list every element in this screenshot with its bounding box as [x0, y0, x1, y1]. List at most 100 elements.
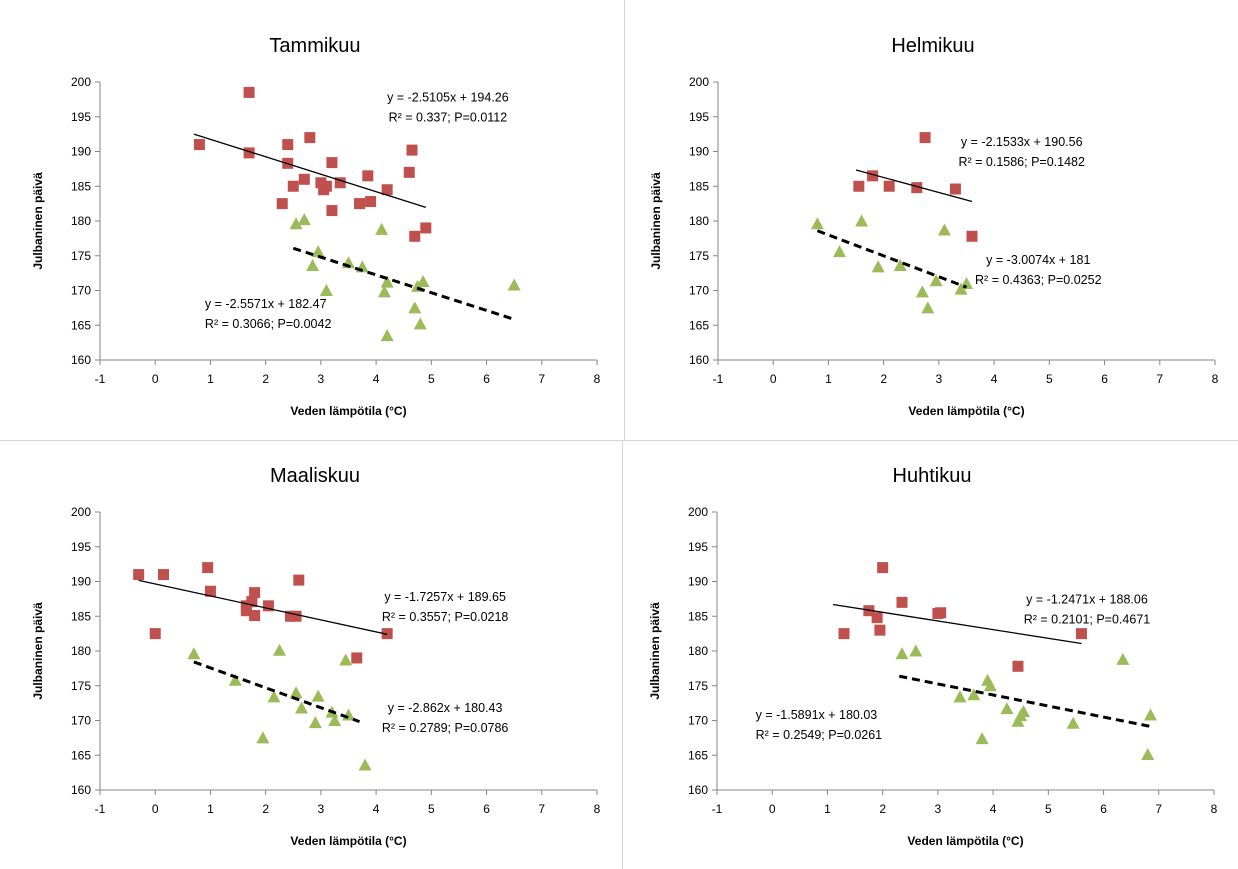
trendline-solid	[193, 133, 427, 209]
x-tick-label: 2	[262, 802, 269, 816]
data-point-triangle	[975, 732, 989, 745]
data-point-square	[133, 569, 145, 581]
data-point-triangle	[1000, 702, 1014, 715]
data-point-triangle	[953, 690, 967, 703]
regression-equation: y = -2.1533x + 190.56	[961, 135, 1083, 149]
trendline-solid	[832, 603, 1082, 645]
data-point-triangle	[413, 317, 427, 330]
data-point-square	[326, 157, 338, 169]
x-tick-label: 6	[483, 802, 490, 816]
y-tick-label: 170	[688, 714, 708, 728]
data-point-square	[276, 198, 288, 210]
data-point-triangle	[893, 258, 907, 271]
data-point-square	[919, 132, 931, 144]
chart-panel-huhtikuu: Huhtikuu 160 165 170 175 180 185 190 195 200 -1 0 1 2…	[617, 430, 1237, 869]
x-tick-label: 3	[935, 802, 942, 816]
data-point-square	[896, 596, 908, 608]
regression-equation: y = -3.0074x + 181	[986, 253, 1090, 267]
y-tick-label: 175	[71, 249, 91, 263]
y-tick-label: 190	[71, 575, 91, 589]
x-tick-label: 8	[1212, 372, 1219, 386]
data-point-triangle	[967, 688, 981, 701]
data-point-square	[290, 610, 302, 622]
y-tick-label: 170	[71, 284, 91, 298]
y-tick-label: 200	[71, 75, 91, 89]
data-point-triangle	[929, 274, 943, 287]
y-tick-label: 190	[688, 575, 708, 589]
x-tick-label: 0	[769, 802, 776, 816]
data-point-square	[204, 585, 216, 597]
y-tick-label: 185	[71, 179, 91, 193]
x-tick-label: 1	[824, 802, 831, 816]
data-point-triangle	[1116, 652, 1130, 665]
data-point-square	[315, 177, 327, 189]
y-tick-label: 190	[689, 145, 709, 159]
y-axis-label: Julbaninen päivä	[31, 172, 45, 270]
y-tick-label: 200	[71, 505, 91, 519]
y-tick-label: 180	[71, 644, 91, 658]
x-axis-label: Veden lämpötila (°C)	[907, 834, 1023, 848]
data-point-triangle	[416, 274, 430, 287]
data-point-square	[334, 177, 346, 189]
y-tick-label: 175	[71, 679, 91, 693]
x-tick-label: 0	[152, 372, 159, 386]
data-point-triangle	[1143, 708, 1157, 721]
data-point-triangle	[1141, 748, 1155, 761]
data-point-triangle	[311, 245, 325, 258]
data-point-square	[935, 607, 947, 619]
data-point-square	[304, 132, 316, 144]
x-tick-label: 3	[318, 802, 325, 816]
y-axis-label: Julbaninen päivä	[648, 602, 662, 700]
x-tick-label: 3	[936, 372, 943, 386]
x-tick-label: 0	[152, 802, 159, 816]
x-tick-label: -1	[95, 372, 106, 386]
x-axis-label: Veden lämpötila (°C)	[908, 404, 1024, 418]
scatter-chart-huhtikuu: Huhtikuu 160 165 170 175 180 185 190 195 200 -1 0 1 2…	[648, 465, 1218, 848]
data-point-triangle	[289, 217, 303, 230]
data-point-square	[298, 173, 310, 185]
data-point-square	[403, 166, 415, 178]
data-point-triangle	[272, 643, 286, 656]
regression-stats: R² = 0.3557; P=0.0218	[382, 610, 509, 624]
x-tick-label: 2	[262, 372, 269, 386]
regression-equation: y = -1.2471x + 188.06	[1026, 593, 1148, 607]
data-point-square	[262, 600, 274, 612]
y-tick-label: 200	[688, 505, 708, 519]
data-point-triangle	[895, 647, 909, 660]
x-tick-label: 7	[538, 372, 545, 386]
x-tick-label: 5	[1045, 802, 1052, 816]
x-tick-label: 8	[1211, 802, 1218, 816]
regression-stats: R² = 0.337; P=0.0112	[389, 110, 508, 124]
data-point-square	[409, 230, 421, 242]
y-tick-label: 185	[71, 609, 91, 623]
data-point-square	[293, 574, 305, 586]
y-tick-label: 185	[689, 179, 709, 193]
data-point-triangle	[1016, 704, 1030, 717]
y-tick-label: 165	[689, 318, 709, 332]
chart-title: Helmikuu	[891, 35, 974, 57]
data-point-triangle	[380, 275, 394, 288]
y-tick-label: 160	[71, 783, 91, 797]
data-point-square	[874, 624, 886, 636]
x-axis-label: Veden lämpötila (°C)	[290, 404, 406, 418]
data-point-square	[1012, 660, 1024, 672]
x-tick-label: -1	[713, 372, 724, 386]
y-tick-label: 200	[689, 75, 709, 89]
y-tick-label: 175	[689, 249, 709, 263]
data-point-triangle	[311, 689, 325, 702]
y-tick-label: 165	[71, 748, 91, 762]
y-tick-label: 170	[71, 714, 91, 728]
data-point-triangle	[358, 758, 372, 771]
regression-stats: R² = 0.3066; P=0.0042	[205, 317, 332, 331]
scatter-chart-helmikuu: Helmikuu 160 165 170 175 180 185 190 195 200 -1 0 1 2…	[649, 35, 1219, 418]
y-tick-label: 180	[689, 214, 709, 228]
data-point-triangle	[983, 679, 997, 692]
y-tick-label: 180	[688, 644, 708, 658]
data-point-square	[420, 222, 432, 234]
x-axis-label: Veden lämpötila (°C)	[290, 834, 406, 848]
x-tick-label: 7	[1156, 372, 1163, 386]
x-tick-label: 6	[1100, 802, 1107, 816]
trendline-solid	[138, 579, 388, 635]
x-tick-label: 8	[594, 802, 601, 816]
data-point-square	[877, 562, 889, 574]
